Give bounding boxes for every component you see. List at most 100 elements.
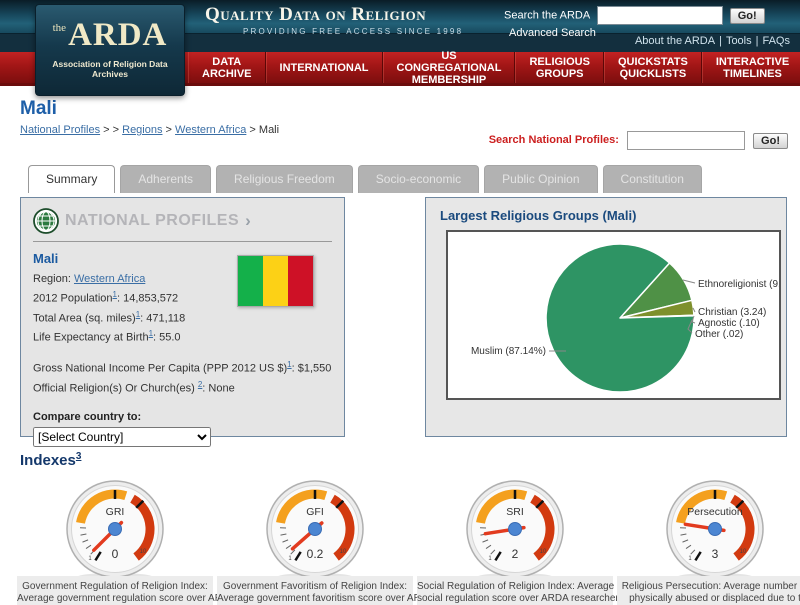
advanced-search-link[interactable]: Advanced Search <box>509 27 596 39</box>
gauge-label: GFI <box>306 506 324 518</box>
footnote-sup: 1 <box>287 360 291 369</box>
field-value: 14,853,572 <box>123 293 178 305</box>
gauge-cell-gfi: 1 10 GFI 0.2 <box>215 477 415 583</box>
chevron-right-icon: › <box>245 211 251 231</box>
gauge-caption-line: physically abused or displaced due to t <box>617 593 800 605</box>
header-link-about-the-arda[interactable]: About the ARDA <box>635 35 715 47</box>
field-value: None <box>208 382 234 394</box>
nav-item-us-congregational-membership[interactable]: US CONGREGATIONAL MEMBERSHIP <box>383 52 516 83</box>
tab-summary[interactable]: Summary <box>28 165 115 193</box>
nav-item-interactive-timelines[interactable]: INTERACTIVE TIMELINES <box>702 52 800 83</box>
gauge-sri: 1 10 SRI 2 <box>461 477 569 583</box>
footnote-link[interactable]: 1 <box>113 290 117 299</box>
gauge-cell-persecution: 1 10 Persecution 3 <box>615 477 800 583</box>
pie-label-christian: Christian (3.24) <box>698 307 766 318</box>
breadcrumb-regions[interactable]: Regions <box>122 124 162 136</box>
footnote-sup: 1 <box>113 290 117 299</box>
footnote-link[interactable]: 1 <box>149 329 153 338</box>
globe-icon <box>33 208 59 234</box>
field-label: Official Religion(s) Or Church(es) <box>33 382 198 394</box>
nav-item-international[interactable]: INTERNATIONAL <box>266 52 383 83</box>
profile-field-life-expectancy-at-birth: Life Expectancy at Birth1: 55.0 <box>33 326 332 346</box>
national-profiles-search-input[interactable] <box>627 131 745 150</box>
footnote-link[interactable]: 1 <box>287 360 291 369</box>
breadcrumb-national-profiles[interactable]: National Profiles <box>20 124 100 136</box>
gauge-value: 0 <box>112 547 119 561</box>
breadcrumb: National Profiles > > Regions > Western … <box>20 124 279 136</box>
gauge-value: 2 <box>512 547 519 561</box>
link-separator: | <box>719 35 722 47</box>
header-link-faqs[interactable]: FAQs <box>762 35 790 47</box>
site-search-label: Search the ARDA <box>504 9 590 21</box>
gauge-value: 3 <box>712 547 719 561</box>
banner-title-block: Quality Data on Religion PROVIDING FREE … <box>205 4 463 36</box>
gauge-captions-row: Government Regulation of Religion Index:… <box>17 576 800 605</box>
footnote-link[interactable]: 2 <box>198 380 202 389</box>
gauge-scale-max: 10 <box>140 549 147 555</box>
field-label: Total Area (sq. miles) <box>33 312 136 324</box>
field-value: 55.0 <box>159 332 180 344</box>
flag-stripe <box>263 256 288 306</box>
gauge-hub <box>509 523 522 536</box>
site-search-input[interactable] <box>597 6 723 25</box>
site-search-go-button[interactable]: Go! <box>730 8 765 24</box>
header-links-row: About the ARDA|Tools|FAQs <box>635 35 790 47</box>
nav-item-quickstats-quicklists[interactable]: QUICKSTATS QUICKLISTS <box>604 52 702 83</box>
indexes-heading: Indexes3 <box>20 448 81 469</box>
breadcrumb-separator: > > <box>100 124 122 136</box>
banner-subtitle: PROVIDING FREE ACCESS SINCE 1998 <box>243 27 463 36</box>
gauge-gfi: 1 10 GFI 0.2 <box>261 477 369 583</box>
field-value-link[interactable]: Western Africa <box>74 273 145 285</box>
profile-field-gross-national-income-per-capita-ppp-2012-us: Gross National Income Per Capita (PPP 20… <box>33 357 332 377</box>
gauge-caption-line: Government Favoritism of Religion Index: <box>217 581 413 593</box>
breadcrumb-separator: > <box>246 124 259 136</box>
national-profiles-search: Search National Profiles: Go! <box>489 131 788 150</box>
national-profiles-header[interactable]: NATIONAL PROFILES › <box>33 208 332 234</box>
gauges-row: 1 10 GRI 0 1 10 GFI 0.2 1 10 SRI 2 1 10 … <box>15 477 800 583</box>
gauge-hub <box>109 523 122 536</box>
gauge-caption-line: Religious Persecution: Average number of <box>617 581 800 593</box>
gauge-caption-persecution: Religious Persecution: Average number of… <box>617 576 800 605</box>
pie-label-agnostic: Agnostic (.10) <box>698 318 760 329</box>
national-profile-card: NATIONAL PROFILES › Mali Region: Western… <box>20 197 345 437</box>
field-value: $1,550 <box>298 363 332 375</box>
tab-socio-economic[interactable]: Socio-economic <box>358 165 479 193</box>
tab-adherents[interactable]: Adherents <box>120 165 211 193</box>
field-label: Region <box>33 273 68 285</box>
arda-logo-wordmark: theARDA <box>36 17 184 54</box>
profile-field-official-religion-s-or-church-es: Official Religion(s) Or Church(es) 2: No… <box>33 377 332 397</box>
compare-country-label: Compare country to: <box>33 411 332 423</box>
national-profiles-go-button[interactable]: Go! <box>753 133 788 149</box>
gauge-label: GRI <box>106 506 125 518</box>
field-label: 2012 Population <box>33 293 113 305</box>
mali-flag <box>237 255 314 307</box>
arda-logo[interactable]: theARDA Association of Religion Data Arc… <box>35 4 185 96</box>
divider <box>33 241 332 242</box>
arda-logo-name: ARDA <box>68 17 167 53</box>
footnote-sup: 1 <box>149 329 153 338</box>
tab-constitution[interactable]: Constitution <box>603 165 702 193</box>
gauge-scale-max: 10 <box>540 549 547 555</box>
page-title: Mali <box>20 98 57 120</box>
indexes-footnote-link[interactable]: 3 <box>76 451 82 462</box>
footnote-link[interactable]: 1 <box>136 310 140 319</box>
header-link-tools[interactable]: Tools <box>726 35 752 47</box>
tab-public-opinion[interactable]: Public Opinion <box>484 165 597 193</box>
gauge-persecution: 1 10 Persecution 3 <box>661 477 769 583</box>
chart-title: Largest Religious Groups (Mali) <box>440 208 786 223</box>
field-label: Gross National Income Per Capita (PPP 20… <box>33 363 287 375</box>
nav-item-religious-groups[interactable]: RELIGIOUS GROUPS <box>515 52 604 83</box>
nav-item-data-archive[interactable]: DATA ARCHIVE <box>188 52 266 83</box>
breadcrumb-mali: Mali <box>259 124 279 136</box>
compare-country-select[interactable]: [Select Country] <box>33 427 211 447</box>
national-profiles-search-label: Search National Profiles: <box>489 134 619 146</box>
gauge-gri: 1 10 GRI 0 <box>61 477 169 583</box>
tab-religious-freedom[interactable]: Religious Freedom <box>216 165 353 193</box>
breadcrumb-western-africa[interactable]: Western Africa <box>175 124 246 136</box>
gauge-caption-gfi: Government Favoritism of Religion Index:… <box>217 576 413 605</box>
gauge-caption-gri: Government Regulation of Religion Index:… <box>17 576 213 605</box>
breadcrumb-separator: > <box>162 124 175 136</box>
gauge-scale-max: 10 <box>740 549 747 555</box>
gauge-caption-line: Government Regulation of Religion Index: <box>17 581 213 593</box>
flag-stripe <box>288 256 313 306</box>
